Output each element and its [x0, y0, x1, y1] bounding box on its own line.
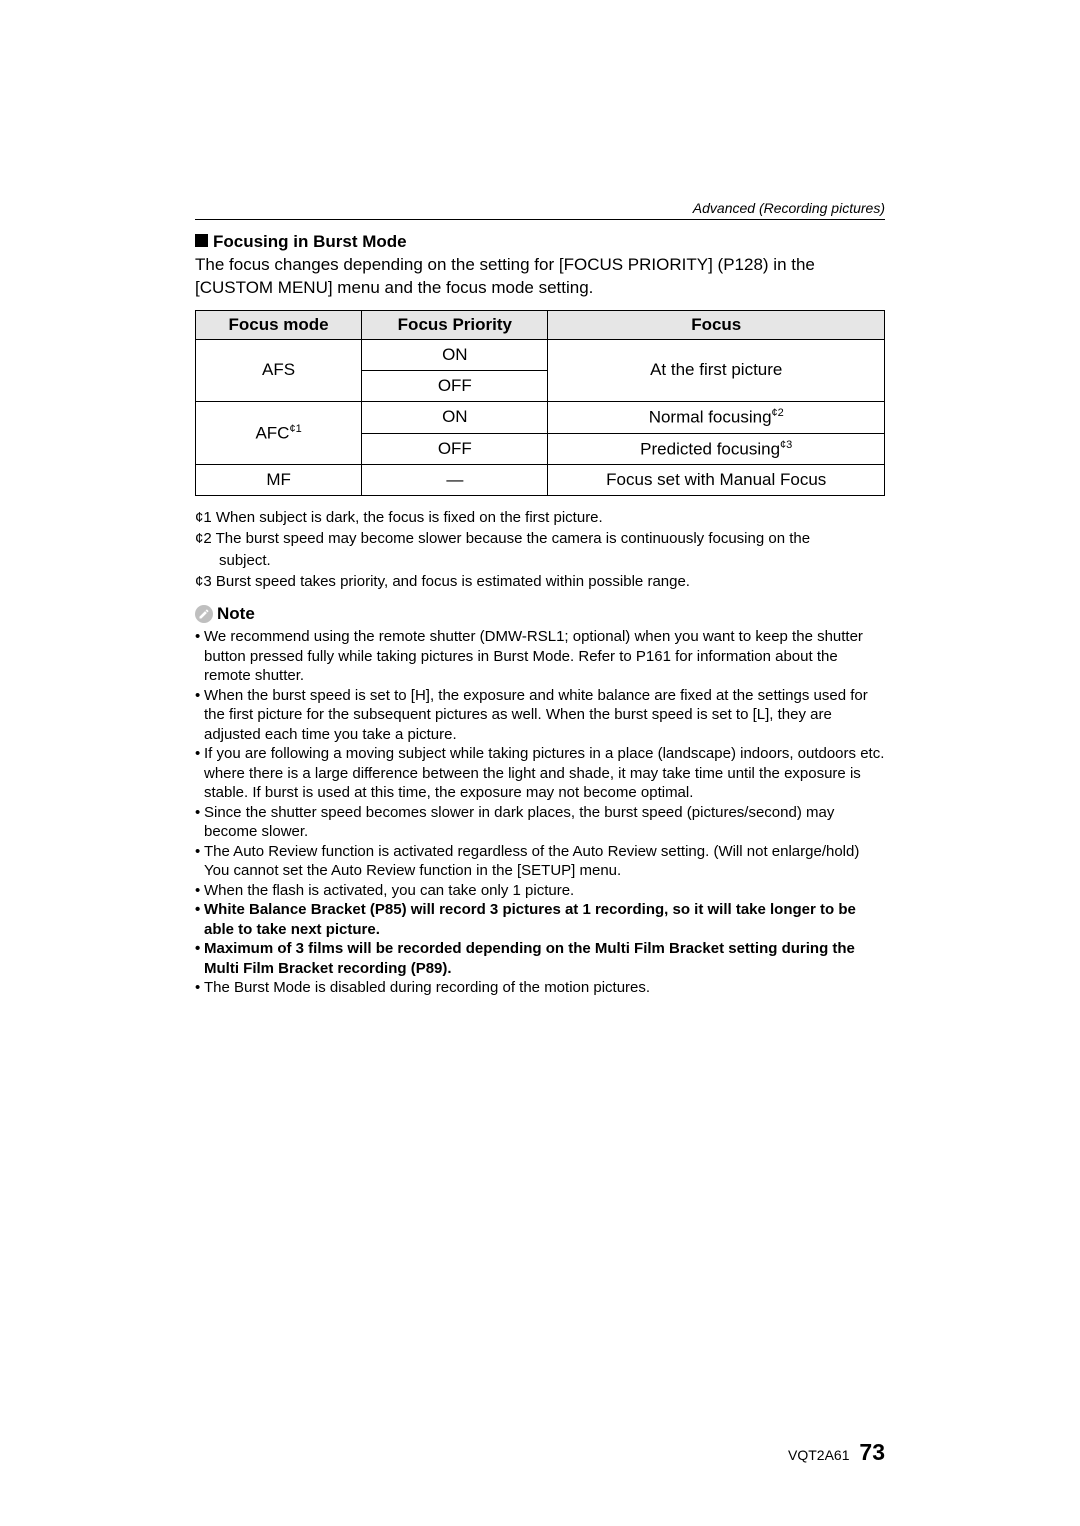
table-row: AFS ON At the first picture: [196, 339, 885, 370]
square-bullet-icon: [195, 234, 208, 247]
footnote-cont: subject.: [195, 551, 885, 571]
focus-mode-table: Focus mode Focus Priority Focus AFS ON A…: [195, 310, 885, 496]
footnote: ¢3 Burst speed takes priority, and focus…: [195, 572, 885, 592]
note-header: Note: [195, 604, 885, 624]
table-row: MF — Focus set with Manual Focus: [196, 465, 885, 496]
note-item: When the burst speed is set to [H], the …: [195, 686, 885, 745]
cell-focus: Predicted focusing¢3: [548, 433, 885, 465]
note-item: The Auto Review function is activated re…: [195, 842, 885, 881]
footnote: ¢2 The burst speed may become slower bec…: [195, 529, 885, 549]
cell-focus: Normal focusing¢2: [548, 401, 885, 433]
table-header-row: Focus mode Focus Priority Focus: [196, 310, 885, 339]
note-item-bold: White Balance Bracket (P85) will record …: [195, 900, 885, 939]
section-heading: Focusing in Burst Mode: [195, 232, 885, 252]
footnote: ¢1 When subject is dark, the focus is fi…: [195, 508, 885, 528]
section-intro: The focus changes depending on the setti…: [195, 254, 885, 300]
footer-code: VQT2A61: [788, 1447, 849, 1463]
page-footer: VQT2A61 73: [788, 1439, 885, 1466]
note-item: If you are following a moving subject wh…: [195, 744, 885, 803]
note-label: Note: [217, 604, 255, 624]
table-row: AFC¢1 ON Normal focusing¢2: [196, 401, 885, 433]
cell-priority: OFF: [362, 433, 548, 465]
note-item: The Burst Mode is disabled during record…: [195, 978, 885, 998]
th-focus-priority: Focus Priority: [362, 310, 548, 339]
th-focus-mode: Focus mode: [196, 310, 362, 339]
cell-priority: OFF: [362, 370, 548, 401]
note-item-bold: Maximum of 3 films will be recorded depe…: [195, 939, 885, 978]
section-title-text: Focusing in Burst Mode: [213, 232, 407, 251]
notes-list: We recommend using the remote shutter (D…: [195, 627, 885, 998]
cell-focus: Focus set with Manual Focus: [548, 465, 885, 496]
page-number: 73: [859, 1439, 885, 1465]
cell-mode-afs: AFS: [196, 339, 362, 401]
pencil-icon: [195, 605, 213, 623]
footnotes-block: ¢1 When subject is dark, the focus is fi…: [195, 508, 885, 592]
cell-priority: ON: [362, 401, 548, 433]
th-focus: Focus: [548, 310, 885, 339]
note-item: When the flash is activated, you can tak…: [195, 881, 885, 901]
note-item: Since the shutter speed becomes slower i…: [195, 803, 885, 842]
cell-priority: —: [362, 465, 548, 496]
note-item: We recommend using the remote shutter (D…: [195, 627, 885, 686]
cell-mode-mf: MF: [196, 465, 362, 496]
cell-mode-afc: AFC¢1: [196, 401, 362, 464]
page-header: Advanced (Recording pictures): [195, 200, 885, 220]
cell-priority: ON: [362, 339, 548, 370]
cell-focus: At the first picture: [548, 339, 885, 401]
